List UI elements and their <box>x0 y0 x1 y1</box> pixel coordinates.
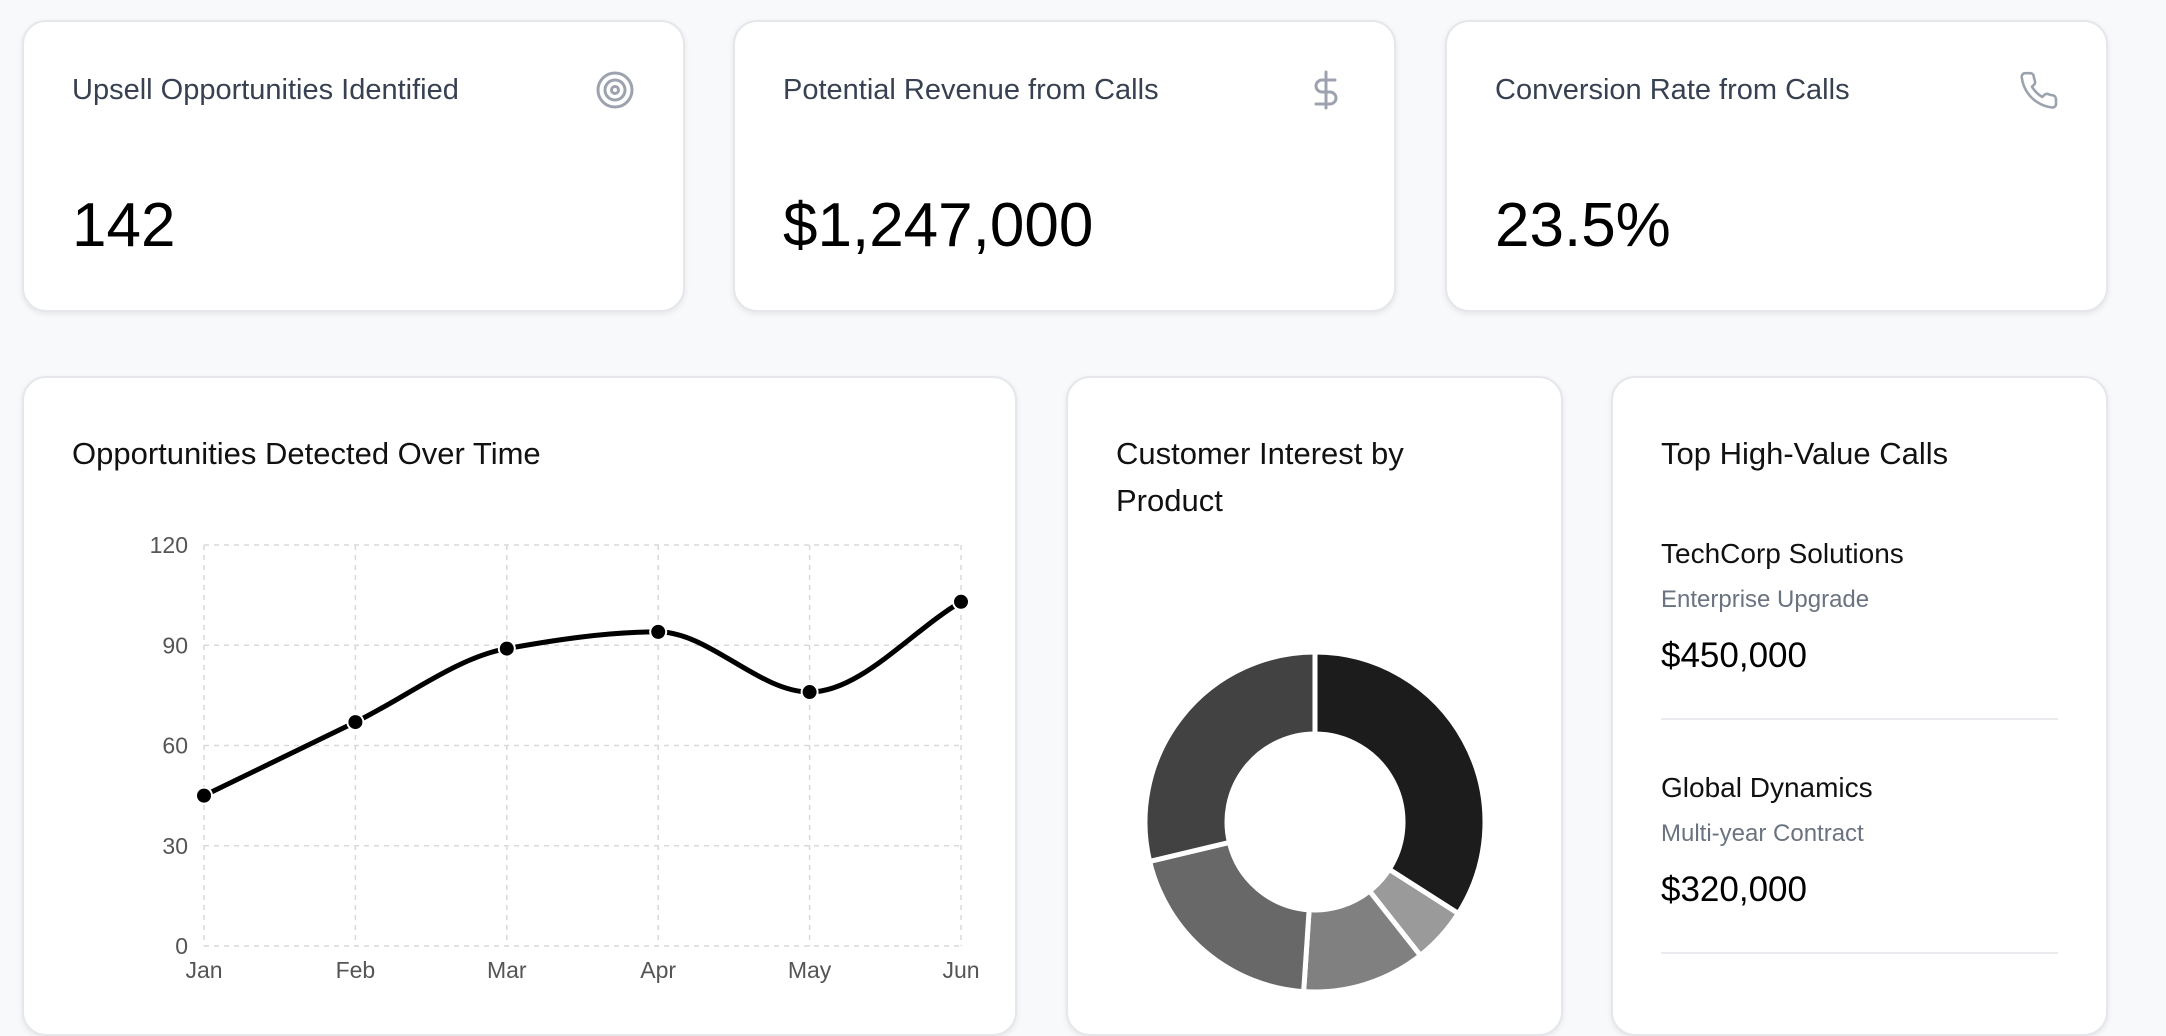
x-tick-label: Mar <box>487 957 527 983</box>
data-point <box>195 786 213 805</box>
line-chart: 0 30 60 90 120 Jan Feb Mar Apr May Jun <box>150 532 980 983</box>
call-detail: Multi-year Contract <box>1661 820 1864 847</box>
call-detail: Enterprise Upgrade <box>1661 586 1870 613</box>
line-chart-title: Opportunities Detected Over Time <box>72 436 541 471</box>
data-point <box>497 639 516 658</box>
call-amount: $450,000 <box>1661 636 1807 675</box>
stat-card-upsell: Upsell Opportunities Identified 142 <box>22 20 685 312</box>
call-company: TechCorp Solutions <box>1661 538 1904 569</box>
donut-chart <box>1142 649 1488 995</box>
call-item[interactable]: Global Dynamics Multi-year Contract $320… <box>1661 772 2058 954</box>
top-calls-card: Top High-Value Calls TechCorp Solutions … <box>1611 376 2108 1036</box>
donut-slice <box>1312 649 1488 917</box>
donut-chart-title: Customer Interest by Product <box>1116 436 1404 518</box>
top-calls-title: Top High-Value Calls <box>1661 436 1949 471</box>
y-tick-label: 0 <box>175 933 188 959</box>
y-tick-label: 30 <box>162 833 188 859</box>
dollar-icon <box>1314 70 1338 110</box>
stat-value: 142 <box>72 191 176 260</box>
donut-slice <box>1146 839 1312 995</box>
data-point <box>649 622 668 641</box>
stat-title: Upsell Opportunities Identified <box>72 74 459 106</box>
stat-value: 23.5% <box>1495 191 1671 260</box>
phone-icon <box>2020 71 2058 109</box>
stat-card-revenue: Potential Revenue from Calls $1,247,000 <box>733 20 1396 312</box>
target-icon <box>596 71 634 109</box>
y-tick-label: 120 <box>150 532 188 558</box>
data-point <box>346 713 365 732</box>
series-line <box>202 599 963 798</box>
x-tick-label: Jan <box>185 957 222 983</box>
donut-slice <box>1142 649 1318 865</box>
x-tick-label: Jun <box>942 957 979 983</box>
x-tick-label: May <box>788 957 832 983</box>
stat-card-conversion: Conversion Rate from Calls 23.5% <box>1445 20 2108 312</box>
call-company: Global Dynamics <box>1661 772 1873 803</box>
stat-title: Potential Revenue from Calls <box>783 74 1159 106</box>
stat-title: Conversion Rate from Calls <box>1495 74 1850 106</box>
call-amount: $320,000 <box>1661 870 1807 909</box>
data-point <box>800 683 819 702</box>
x-tick-label: Apr <box>640 957 676 983</box>
x-tick-label: Feb <box>336 957 376 983</box>
data-point <box>952 592 970 611</box>
y-tick-label: 90 <box>162 632 188 658</box>
line-chart-card: Opportunities Detected Over Time 0 30 60 90… <box>22 376 1017 1036</box>
stat-value: $1,247,000 <box>783 191 1094 260</box>
divider <box>1661 718 2058 720</box>
divider <box>1661 952 2058 954</box>
donut-chart-card: Customer Interest by Product <box>1066 376 1563 1036</box>
call-item[interactable]: TechCorp Solutions Enterprise Upgrade $4… <box>1661 538 2058 720</box>
y-tick-label: 60 <box>162 733 188 759</box>
